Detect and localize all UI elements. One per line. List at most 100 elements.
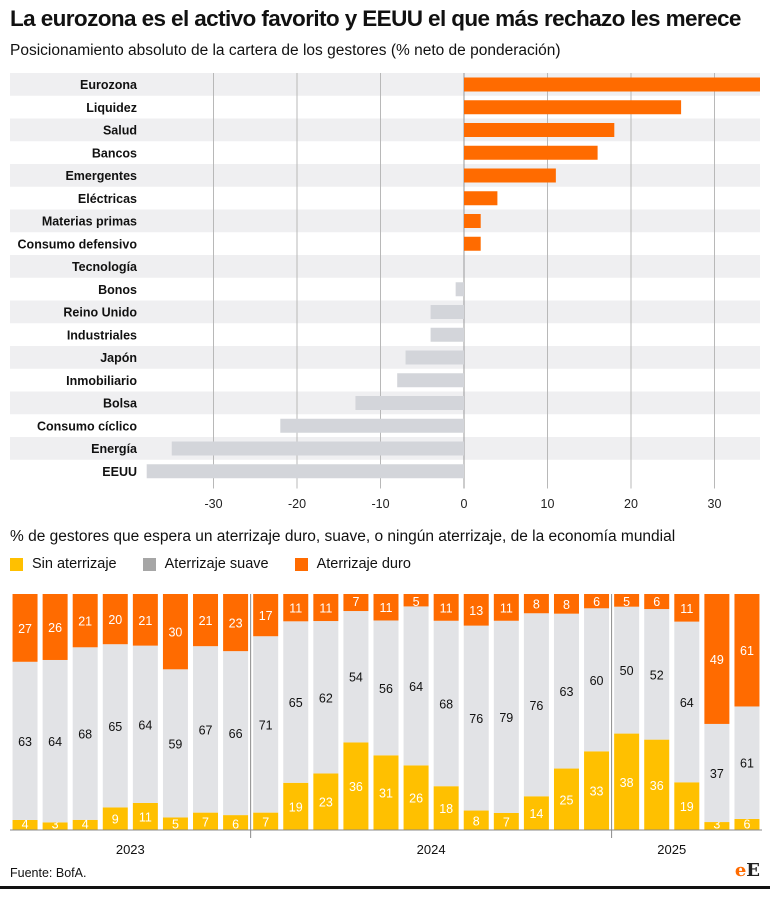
segment-label: 23 bbox=[229, 617, 243, 631]
stack-segment bbox=[734, 818, 760, 830]
segment-label: 64 bbox=[138, 718, 152, 732]
segment-label: 21 bbox=[78, 615, 92, 629]
segment-label: 52 bbox=[650, 668, 664, 682]
x-tick-label: -10 bbox=[371, 497, 389, 511]
bar bbox=[464, 168, 556, 183]
bar bbox=[455, 282, 464, 297]
segment-label: 5 bbox=[623, 595, 630, 609]
stack-segment bbox=[72, 819, 98, 830]
segment-label: 30 bbox=[168, 626, 182, 640]
category-label: Japón bbox=[100, 351, 137, 365]
stack-segment bbox=[132, 645, 158, 803]
stack-segment bbox=[553, 768, 579, 830]
segment-label: 59 bbox=[168, 737, 182, 751]
stack-segment bbox=[12, 594, 38, 662]
stack-segment bbox=[12, 819, 38, 830]
segment-label: 23 bbox=[319, 796, 333, 810]
segment-label: 36 bbox=[650, 779, 664, 793]
bar bbox=[355, 396, 464, 410]
segment-label: 37 bbox=[710, 767, 724, 781]
bar bbox=[464, 100, 682, 115]
stack-segment bbox=[283, 782, 309, 830]
segment-label: 19 bbox=[680, 800, 694, 814]
x-tick-label: 20 bbox=[624, 497, 638, 511]
stack-segment bbox=[493, 620, 519, 813]
stack-segment bbox=[403, 765, 429, 830]
stack-segment bbox=[373, 755, 399, 830]
category-label: Bancos bbox=[92, 146, 137, 160]
segment-label: 21 bbox=[138, 614, 152, 628]
bar bbox=[280, 418, 464, 433]
category-label: Bonos bbox=[98, 283, 137, 297]
category-label: Salud bbox=[103, 124, 137, 138]
stack-segment bbox=[614, 594, 640, 607]
stack-segment bbox=[102, 594, 128, 645]
stack-segment bbox=[313, 621, 339, 774]
legend-label-aterrizaje-duro: Aterrizaje duro bbox=[316, 556, 411, 572]
stack-segment bbox=[132, 594, 158, 646]
segment-label: 71 bbox=[259, 718, 273, 732]
legend-label-aterrizaje-suave: Aterrizaje suave bbox=[164, 556, 269, 572]
stack-segment bbox=[42, 822, 68, 830]
x-tick-label: -20 bbox=[288, 497, 306, 511]
landing-legend: Sin aterrizaje Aterrizaje suave Aterriza… bbox=[10, 554, 437, 574]
stack-segment bbox=[283, 621, 309, 783]
stack-segment bbox=[704, 723, 730, 823]
segment-label: 65 bbox=[289, 696, 303, 710]
segment-label: 11 bbox=[500, 601, 513, 615]
segment-label: 8 bbox=[473, 814, 480, 828]
segment-label: 4 bbox=[82, 818, 89, 832]
stack-segment bbox=[433, 594, 459, 621]
landing-stacked-chart: 4632736426468219652011642155930767216662… bbox=[10, 594, 762, 857]
segment-label: 36 bbox=[349, 780, 363, 794]
stack-segment bbox=[584, 608, 610, 752]
category-label: Eléctricas bbox=[78, 192, 137, 206]
stack-segment bbox=[193, 812, 219, 830]
bar bbox=[464, 123, 615, 137]
segment-label: 6 bbox=[232, 818, 239, 832]
stack-segment bbox=[644, 609, 670, 740]
stack-segment bbox=[553, 594, 579, 614]
stack-segment bbox=[614, 733, 640, 830]
stack-segment bbox=[433, 786, 459, 830]
stack-segment bbox=[102, 807, 128, 830]
segment-label: 4 bbox=[22, 818, 29, 832]
group-label: 2023 bbox=[116, 842, 145, 857]
stack-segment bbox=[223, 815, 249, 830]
stack-segment bbox=[674, 594, 700, 622]
stack-segment bbox=[373, 594, 399, 621]
segment-label: 5 bbox=[172, 818, 179, 832]
row-band bbox=[10, 346, 760, 369]
stack-segment bbox=[253, 594, 279, 637]
category-label: Energía bbox=[91, 442, 138, 456]
stack-segment bbox=[42, 594, 68, 660]
segment-label: 3 bbox=[52, 818, 59, 832]
segment-label: 8 bbox=[563, 598, 570, 612]
segment-label: 20 bbox=[108, 613, 122, 627]
category-label: Consumo cíclico bbox=[37, 419, 137, 433]
bar bbox=[171, 441, 464, 456]
x-tick-label: 0 bbox=[461, 497, 468, 511]
stack-segment bbox=[523, 594, 549, 614]
category-label: Eurozona bbox=[80, 78, 138, 92]
segment-label: 63 bbox=[560, 685, 574, 699]
stack-segment bbox=[162, 594, 188, 670]
legend-item-aterrizaje-suave: Aterrizaje suave bbox=[142, 556, 269, 572]
stack-segment bbox=[223, 594, 249, 652]
stack-segment bbox=[283, 594, 309, 622]
row-band bbox=[10, 164, 760, 187]
segment-label: 11 bbox=[680, 602, 693, 616]
segment-label: 50 bbox=[620, 664, 634, 678]
segment-label: 76 bbox=[469, 712, 483, 726]
stack-segment bbox=[584, 751, 610, 830]
chart-title: La eurozona es el activo favorito y EEUU… bbox=[10, 6, 741, 31]
segment-label: 66 bbox=[229, 727, 243, 741]
legend-swatch-gray bbox=[142, 557, 156, 571]
bar bbox=[430, 327, 464, 342]
segment-label: 64 bbox=[409, 680, 423, 694]
category-label: EEUU bbox=[102, 465, 137, 479]
segment-label: 54 bbox=[349, 671, 363, 685]
landing-chart-subtitle: % de gestores que espera un aterrizaje d… bbox=[10, 528, 676, 545]
segment-label: 11 bbox=[319, 602, 332, 616]
segment-label: 3 bbox=[713, 818, 720, 832]
